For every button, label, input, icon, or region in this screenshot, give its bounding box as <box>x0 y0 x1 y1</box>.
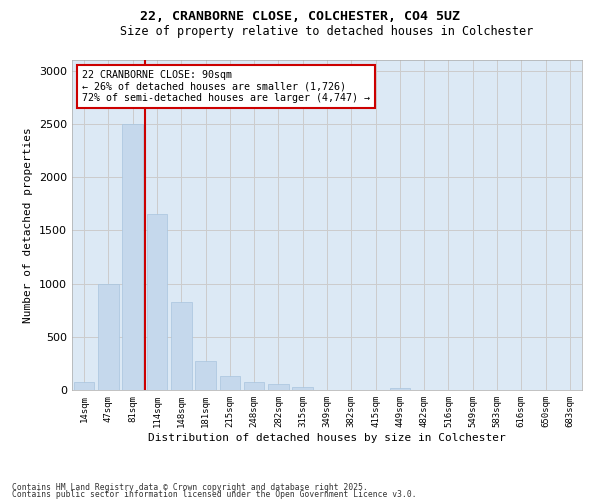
Bar <box>195 362 216 390</box>
Y-axis label: Number of detached properties: Number of detached properties <box>23 127 34 323</box>
Bar <box>98 284 119 390</box>
Text: Contains HM Land Registry data © Crown copyright and database right 2025.: Contains HM Land Registry data © Crown c… <box>12 484 368 492</box>
Bar <box>220 376 240 390</box>
Bar <box>244 382 265 390</box>
Bar <box>146 214 167 390</box>
Bar <box>292 388 313 390</box>
Bar <box>171 302 191 390</box>
Bar <box>122 124 143 390</box>
Text: 22 CRANBORNE CLOSE: 90sqm
← 26% of detached houses are smaller (1,726)
72% of se: 22 CRANBORNE CLOSE: 90sqm ← 26% of detac… <box>82 70 370 103</box>
Bar <box>268 384 289 390</box>
Text: 22, CRANBORNE CLOSE, COLCHESTER, CO4 5UZ: 22, CRANBORNE CLOSE, COLCHESTER, CO4 5UZ <box>140 10 460 23</box>
Bar <box>74 382 94 390</box>
Text: Contains public sector information licensed under the Open Government Licence v3: Contains public sector information licen… <box>12 490 416 499</box>
Bar <box>389 388 410 390</box>
Title: Size of property relative to detached houses in Colchester: Size of property relative to detached ho… <box>121 25 533 38</box>
X-axis label: Distribution of detached houses by size in Colchester: Distribution of detached houses by size … <box>148 432 506 442</box>
